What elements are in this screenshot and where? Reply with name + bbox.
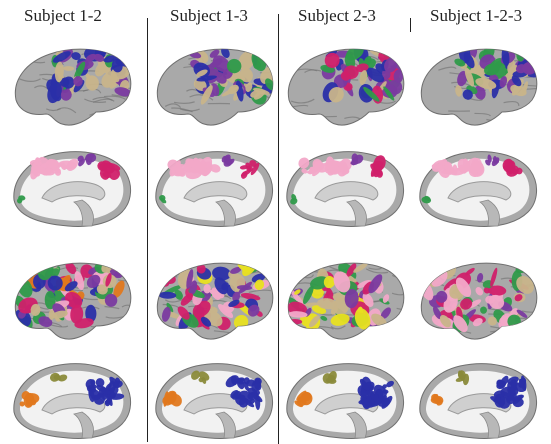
brain-render-row4-col3 — [286, 363, 404, 439]
column-title-subject-1-2-3: Subject 1-2-3 — [430, 6, 523, 25]
column-title-subject-2-3: Subject 2-3 — [298, 6, 376, 25]
column-divider-2 — [278, 14, 279, 444]
brain-render-row2-col3 — [286, 151, 404, 227]
column-title-subject-1-2: Subject 1-2 — [24, 6, 102, 25]
brain-render-row1-col4 — [420, 48, 538, 126]
brain-render-row4-col4 — [419, 363, 537, 439]
brain-render-row2-col4 — [419, 151, 537, 227]
brain-render-row3-col1 — [14, 262, 132, 340]
brain-render-row2-col2 — [155, 151, 273, 227]
brain-render-row1-col2 — [156, 48, 274, 126]
brain-render-row3-col4 — [420, 262, 538, 340]
brain-render-row1-col1 — [14, 48, 132, 126]
column-title-subject-1-3: Subject 1-3 — [170, 6, 248, 25]
brain-render-row1-col3 — [287, 48, 405, 126]
column-divider-1 — [147, 18, 148, 442]
brain-render-row2-col1 — [13, 151, 131, 227]
brain-render-row3-col3 — [287, 262, 405, 340]
brain-render-row4-col2 — [155, 363, 273, 439]
brain-render-row3-col2 — [156, 262, 274, 340]
column-divider-3 — [410, 18, 411, 32]
brain-render-row4-col1 — [13, 363, 131, 439]
